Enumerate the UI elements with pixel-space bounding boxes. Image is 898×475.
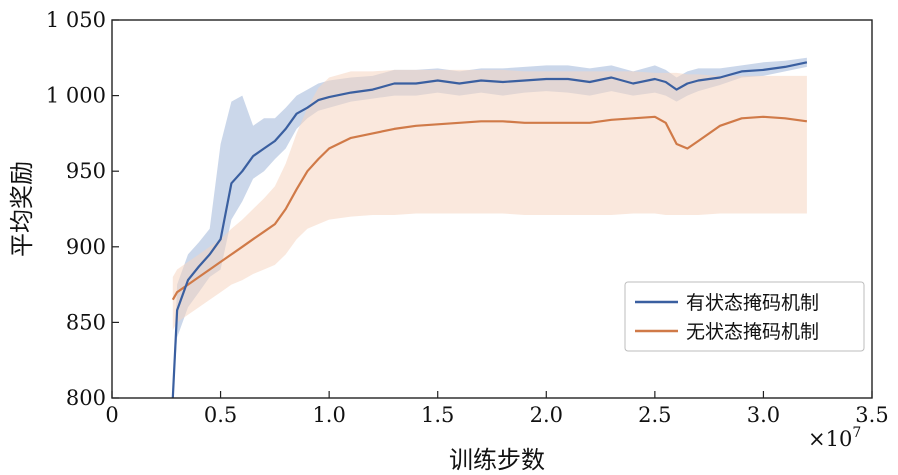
y-axis-ticks: 800 850 900 950 1 000 1 050 [46, 8, 119, 410]
legend-label-without-mask: 无状态掩码机制 [686, 321, 819, 343]
y-tick-label: 800 [66, 386, 106, 410]
x-axis-multiplier-exponent: 7 [852, 425, 861, 441]
legend-label-with-mask: 有状态掩码机制 [686, 292, 819, 314]
line-series-1 [171, 115, 808, 301]
x-axis-title: 训练步数 [449, 446, 545, 474]
x-tick-label: 0.5 [204, 403, 237, 427]
x-axis-ticks: 0 0.5 1.0 1.5 2.0 2.5 3.0 3.5 [105, 391, 889, 427]
plot-frame [111, 19, 873, 399]
x-tick-label: 1.0 [312, 403, 345, 427]
x-tick-label: 2.5 [638, 403, 671, 427]
x-tick-label: 3.0 [747, 403, 780, 427]
y-tick-label: 900 [66, 235, 106, 259]
x-tick-label: 0 [105, 403, 118, 427]
y-tick-label: 1 050 [46, 8, 106, 32]
legend: 有状态掩码机制 无状态掩码机制 [624, 281, 865, 352]
x-axis-multiplier: ×107 [808, 425, 861, 451]
x-axis-multiplier-base: ×10 [808, 427, 852, 451]
x-tick-label: 3.5 [855, 403, 888, 427]
y-tick-label: 1 000 [46, 84, 106, 108]
y-tick-label: 850 [66, 310, 106, 334]
line-series-0 [171, 61, 808, 398]
series-lines [171, 61, 808, 398]
x-tick-label: 2.0 [530, 403, 563, 427]
x-tick-label: 1.5 [421, 403, 454, 427]
confidence-bands [172, 57, 807, 398]
legend-box [624, 281, 865, 352]
band-series-1 [172, 69, 807, 331]
y-tick-label: 950 [66, 159, 106, 183]
y-axis-title: 平均奖励 [8, 161, 36, 257]
